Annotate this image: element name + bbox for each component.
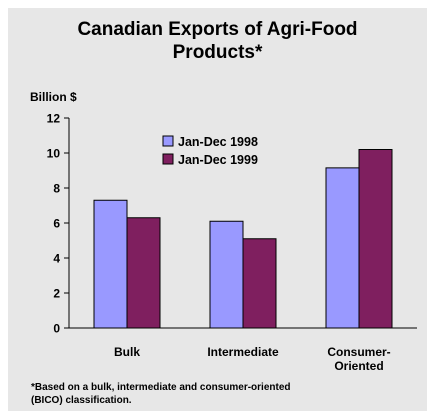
y-tick-label: 10 bbox=[47, 147, 61, 161]
y-tick-label: 12 bbox=[47, 112, 61, 126]
footnote: *Based on a bulk, intermediate and consu… bbox=[31, 381, 391, 407]
x-category-label: Bulk bbox=[114, 345, 140, 359]
y-tick-label: 2 bbox=[53, 287, 60, 301]
x-category-label: Consumer- bbox=[327, 345, 390, 359]
x-category-label: Oriented bbox=[334, 359, 383, 373]
chart-title: Canadian Exports of Agri-Food Products* bbox=[8, 18, 427, 64]
bar-chart-plot: 0 2 4 6 8 10 12 Bulk Intermediate Consumer-Orient… bbox=[47, 112, 417, 373]
x-category-label: Intermediate bbox=[207, 345, 279, 359]
footnote-line-2: (BICO) classification. bbox=[31, 395, 132, 406]
legend-swatch bbox=[162, 153, 174, 165]
bar-series-2-category-1 bbox=[126, 217, 161, 329]
chart-title-line-1: Canadian Exports of Agri-Food bbox=[77, 19, 358, 40]
y-tick-label: 4 bbox=[53, 252, 60, 266]
bar-series-2-category-2 bbox=[242, 238, 277, 329]
legend-label: Jan-Dec 1998 bbox=[178, 135, 258, 149]
chart-title-line-2: Products* bbox=[172, 42, 263, 63]
y-tick-label: 0 bbox=[53, 322, 60, 336]
footnote-line-1: *Based on a bulk, intermediate and consu… bbox=[31, 382, 291, 393]
y-axis-label: Billion $ bbox=[30, 90, 77, 104]
bar-series-2-category-3 bbox=[358, 149, 393, 329]
legend-label: Jan-Dec 1999 bbox=[178, 153, 258, 167]
y-tick-label: 8 bbox=[53, 182, 60, 196]
bar-series-1-category-1 bbox=[93, 199, 128, 329]
legend-swatch bbox=[162, 135, 174, 147]
bar-series-1-category-2 bbox=[209, 220, 244, 329]
chart-frame: Canadian Exports of Agri-Food Products* … bbox=[8, 8, 427, 411]
y-tick-label: 6 bbox=[53, 217, 60, 231]
bar-series-1-category-3 bbox=[325, 167, 360, 329]
